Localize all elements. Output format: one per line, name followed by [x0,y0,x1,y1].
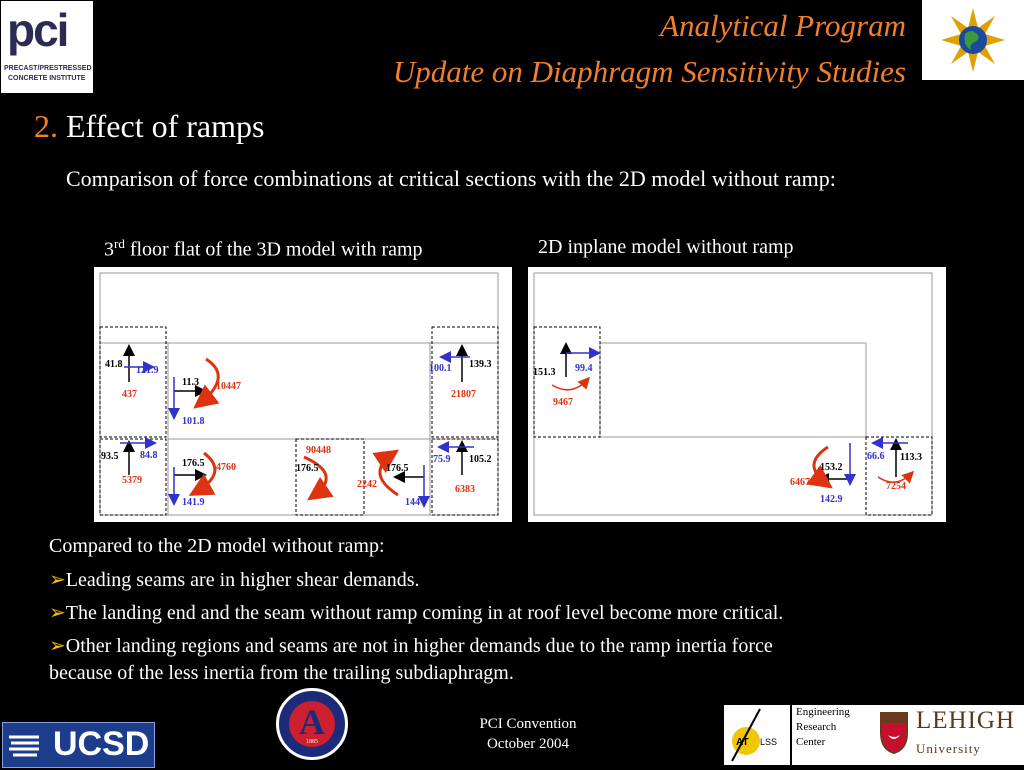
force-label: 101.8 [182,416,205,427]
bullet-arrow-icon: ➢ [49,635,66,657]
lehigh-university: University [916,741,981,756]
force-label: 66.6 [867,451,885,462]
force-label: 5379 [122,475,142,486]
section-description: Comparison of force combinations at crit… [66,166,836,191]
force-label: 10447 [216,381,241,392]
svg-text:AT: AT [736,737,749,748]
pci-logo-text: pci [7,4,69,56]
nsf-globe-icon [941,8,1005,72]
ucsd-wave-icon [9,735,39,757]
conclusion-item-3: ➢Other landing regions and seams are not… [49,635,773,684]
moment-arrow [193,357,220,409]
conference-date: October 2004 [486,736,570,752]
force-label: 139.3 [469,359,492,370]
bullet-arrow-icon: ➢ [49,602,66,624]
lehigh-wordmark: LEHIGH [916,707,1016,734]
force-label: 113.3 [900,452,922,463]
force-label: 11.3 [182,377,199,388]
lehigh-logo: LEHIGH University [876,705,1024,765]
left-diagram-panel: 41.8 121.9 437 11.3 10447 101.8 100.1 13… [94,267,512,522]
moment-arrow [877,470,915,484]
force-label: 75.9 [433,454,451,465]
force-label: 84.8 [140,450,158,461]
section-number: 2. [34,108,58,144]
slide-title-line2: Update on Diaphragm Sensitivity Studies [392,54,906,89]
right-panel-caption: 2D inplane model without ramp [538,236,794,258]
lehigh-shield-icon [880,712,908,755]
force-label: 21807 [451,389,476,400]
pci-logo-sub1: PRECAST/PRESTRESSED [4,65,92,72]
force-label: 90448 [306,445,331,456]
force-label: 9467 [553,397,573,408]
force-label: 176.5 [386,463,409,474]
force-label: 4760 [216,462,236,473]
force-label: 437 [122,389,137,400]
moment-arrow [372,449,399,497]
nsf-logo [922,0,1024,80]
ucsd-logo: UCSD [2,722,155,768]
moment-arrow [303,455,334,501]
section-heading: 2. Effect of ramps [34,108,264,145]
force-label: 121.9 [136,365,159,376]
moment-arrow [806,445,833,489]
pci-logo-sub2: CONCRETE INSTITUTE [8,75,86,82]
section-title: Effect of ramps [66,108,265,144]
force-label: 6467 [790,477,810,488]
moment-arrow [188,451,217,496]
left-diagram: 41.8 121.9 437 11.3 10447 101.8 100.1 13… [99,272,499,516]
force-label: 176.5 [296,463,319,474]
pci-logo: pci PRECAST/PRESTRESSED CONCRETE INSTITU… [1,1,93,93]
bullet-arrow-icon: ➢ [49,569,66,591]
force-label: 93.5 [101,451,119,462]
atlss-icon: AT LSS [731,708,777,762]
force-label: 100.1 [429,363,452,374]
force-label: 41.8 [105,359,123,370]
right-diagram-panel: 151.3 99.4 9467 153.2 6467 142.9 66.6 11… [528,267,946,522]
atlss-logo: AT LSS [724,705,790,765]
slide-title-line1: Analytical Program [660,8,906,43]
force-label: 141.9 [182,497,205,508]
ucsd-logo-text: UCSD [53,725,150,763]
force-label: 144 [405,497,420,508]
conference-name: PCI Convention [479,716,577,732]
conclusions-intro: Compared to the 2D model without ramp: [49,535,385,557]
conclusion-item-1: ➢Leading seams are in higher shear deman… [49,569,420,591]
force-label: 176.5 [182,458,205,469]
force-label: 153.2 [820,462,843,473]
left-panel-caption: 3rd floor flat of the 3D model with ramp [104,236,423,261]
university-of-arizona-seal: A 1885 [276,688,348,760]
conclusion-item-2: ➢The landing end and the seam without ra… [49,602,784,624]
svg-text:LSS: LSS [760,737,777,747]
force-label: 142.9 [820,494,843,505]
force-label: 151.3 [533,367,556,378]
force-label: 105.2 [469,454,492,465]
force-label: 6383 [455,484,475,495]
force-label: 7254 [886,481,906,492]
force-label: 99.4 [575,363,593,374]
moment-arrow [551,376,590,391]
erc-label: Engineering Research Center [792,705,876,765]
force-label: 2242 [357,479,377,490]
right-diagram: 151.3 99.4 9467 153.2 6467 142.9 66.6 11… [533,272,933,516]
